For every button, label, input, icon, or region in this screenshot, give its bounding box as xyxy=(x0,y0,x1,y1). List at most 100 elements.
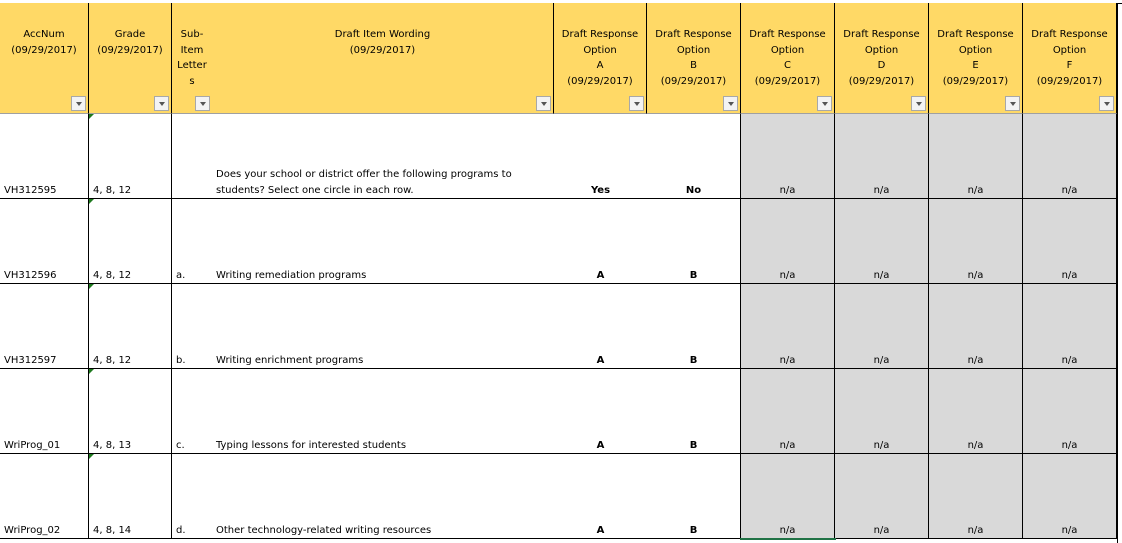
cell-option-e[interactable]: n/a xyxy=(929,369,1023,454)
cell-option-d[interactable]: n/a xyxy=(835,114,929,199)
cell-wording[interactable]: Other technology-related writing resourc… xyxy=(212,454,554,539)
cell-option-a[interactable]: A xyxy=(554,454,647,539)
cell-sub-item[interactable]: d. xyxy=(172,454,212,539)
cell-accnum[interactable]: WriProg_02 xyxy=(0,454,89,539)
header-text: (09/29/2017) xyxy=(942,75,1009,87)
header-text: Draft Response xyxy=(1031,29,1108,40)
cell-value: WriProg_02 xyxy=(4,524,61,536)
cell-option-c[interactable]: n/a xyxy=(741,369,835,454)
cell-option-b[interactable]: B xyxy=(647,369,741,454)
cell-option-e[interactable]: n/a xyxy=(929,284,1023,369)
cell-option-d[interactable]: n/a xyxy=(835,199,929,284)
cell-option-a[interactable]: A xyxy=(554,199,647,284)
cell-option-e[interactable]: n/a xyxy=(929,199,1023,284)
cell-option-c[interactable]: n/a xyxy=(741,114,835,199)
cell-accnum[interactable]: WriProg_01 xyxy=(0,369,89,454)
cell-option-b[interactable]: No xyxy=(647,114,741,199)
header-text: Grade xyxy=(114,29,146,40)
header-text: D xyxy=(877,60,886,71)
cell-option-c[interactable]: n/a xyxy=(741,199,835,284)
cell-option-c[interactable]: n/a xyxy=(741,454,835,539)
filter-dropdown-button[interactable] xyxy=(723,96,738,111)
header-text: F xyxy=(1066,60,1073,71)
cell-wording[interactable]: Does your school or district offer the f… xyxy=(212,114,554,199)
active-cell-selection xyxy=(740,538,836,543)
cell-accnum[interactable]: VH312596 xyxy=(0,199,89,284)
header-text: (09/29/2017) xyxy=(349,44,416,56)
filter-dropdown-button[interactable] xyxy=(195,96,210,111)
cell-option-a[interactable]: A xyxy=(554,284,647,369)
filter-dropdown-button[interactable] xyxy=(817,96,832,111)
cell-value: n/a xyxy=(779,184,796,196)
cell-sub-item[interactable]: b. xyxy=(172,284,212,369)
cell-option-d[interactable]: n/a xyxy=(835,454,929,539)
cell-option-c[interactable]: n/a xyxy=(741,284,835,369)
cell-option-e[interactable]: n/a xyxy=(929,114,1023,199)
cell-value: n/a xyxy=(1061,354,1078,366)
cell-grade[interactable]: 4, 8, 13 xyxy=(89,369,172,454)
cell-value: A xyxy=(596,269,605,281)
filter-dropdown-button[interactable] xyxy=(629,96,644,111)
cell-option-f[interactable]: n/a xyxy=(1023,199,1117,284)
header-option-d: Draft Response Option D (09/29/2017) xyxy=(835,3,929,114)
error-indicator-icon xyxy=(89,284,94,289)
cell-grade[interactable]: 4, 8, 12 xyxy=(89,114,172,199)
header-text: Option xyxy=(864,44,899,56)
filter-dropdown-button[interactable] xyxy=(536,96,551,111)
cell-value: Yes xyxy=(590,184,611,196)
cell-value: c. xyxy=(176,439,185,451)
cell-option-d[interactable]: n/a xyxy=(835,284,929,369)
filter-dropdown-button[interactable] xyxy=(1005,96,1020,111)
cell-option-a[interactable]: A xyxy=(554,369,647,454)
header-text: Draft Response xyxy=(843,29,920,40)
cell-wording[interactable]: Writing remediation programs xyxy=(212,199,554,284)
cell-option-f[interactable]: n/a xyxy=(1023,114,1117,199)
cell-wording[interactable]: Writing enrichment programs xyxy=(212,284,554,369)
cell-grade[interactable]: 4, 8, 12 xyxy=(89,284,172,369)
cell-value: n/a xyxy=(873,524,890,536)
cell-value: n/a xyxy=(779,269,796,281)
cell-accnum[interactable]: VH312597 xyxy=(0,284,89,369)
cell-accnum[interactable]: VH312595 xyxy=(0,114,89,199)
cell-wording[interactable]: Typing lessons for interested students xyxy=(212,369,554,454)
filter-dropdown-button[interactable] xyxy=(911,96,926,111)
header-text: Draft Response xyxy=(655,29,732,40)
header-text: Option xyxy=(583,44,617,56)
cell-option-f[interactable]: n/a xyxy=(1023,284,1117,369)
cell-value: A xyxy=(596,439,605,451)
header-wording: Draft Item Wording (09/29/2017) xyxy=(212,3,554,114)
cell-grade[interactable]: 4, 8, 12 xyxy=(89,199,172,284)
cell-value: B xyxy=(689,269,698,281)
cell-option-b[interactable]: B xyxy=(647,284,741,369)
error-indicator-icon xyxy=(89,114,94,119)
error-indicator-icon xyxy=(89,454,94,459)
header-text: (09/29/2017) xyxy=(97,44,163,56)
cell-option-e[interactable]: n/a xyxy=(929,454,1023,539)
header-option-a: Draft Response Option A (09/29/2017) xyxy=(554,3,647,114)
cell-value: n/a xyxy=(779,524,796,536)
header-option-f: Draft Response Option F (09/29/2017) xyxy=(1023,3,1117,114)
cell-option-d[interactable]: n/a xyxy=(835,369,929,454)
cell-option-b[interactable]: B xyxy=(647,199,741,284)
cell-grade[interactable]: 4, 8, 14 xyxy=(89,454,172,539)
cell-sub-item[interactable] xyxy=(172,114,212,199)
header-text: Draft Response xyxy=(749,29,826,40)
header-text: (09/29/2017) xyxy=(660,75,727,87)
cell-option-f[interactable]: n/a xyxy=(1023,454,1117,539)
cell-option-a[interactable]: Yes xyxy=(554,114,647,199)
cell-sub-item[interactable]: a. xyxy=(172,199,212,284)
filter-dropdown-button[interactable] xyxy=(154,96,169,111)
cell-option-b[interactable]: B xyxy=(647,454,741,539)
cell-sub-item[interactable]: c. xyxy=(172,369,212,454)
cell-value: n/a xyxy=(873,184,890,196)
cell-value: n/a xyxy=(967,269,984,281)
filter-dropdown-button[interactable] xyxy=(1099,96,1114,111)
cell-value: 4, 8, 13 xyxy=(93,439,132,451)
cell-value: n/a xyxy=(967,524,984,536)
filter-dropdown-button[interactable] xyxy=(71,96,86,111)
header-text: Draft Item Wording xyxy=(334,29,431,40)
header-accnum: AccNum (09/29/2017) xyxy=(0,3,89,114)
cell-option-f[interactable]: n/a xyxy=(1023,369,1117,454)
header-text: C xyxy=(784,60,791,71)
header-text: Draft Response xyxy=(561,29,639,40)
